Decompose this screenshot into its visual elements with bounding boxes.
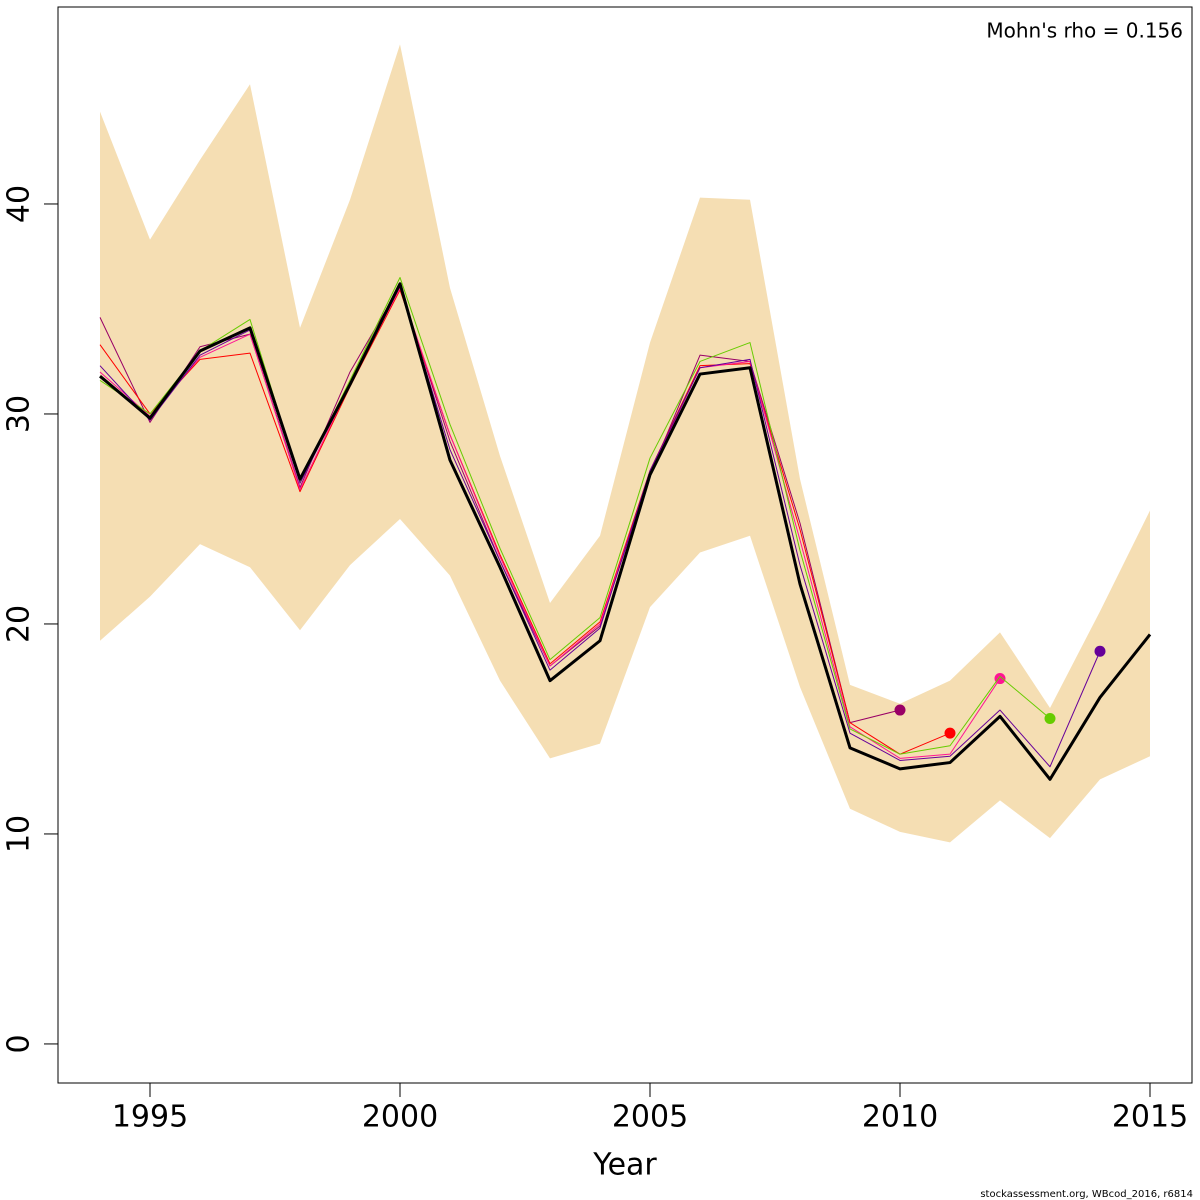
x-tick-label: 2000 — [362, 1100, 438, 1135]
series-line — [99, 276, 1051, 755]
end-marker — [944, 727, 956, 739]
footer: stockassessment.org, WBcod_2016, r6814 — [980, 1189, 1193, 1200]
confidence-band — [100, 44, 1150, 843]
x-tick-label: 1995 — [112, 1100, 188, 1135]
y-tick-label: 10 — [2, 815, 37, 853]
end-marker — [994, 673, 1006, 685]
x-tick-label: 2015 — [1112, 1100, 1188, 1135]
series-line — [99, 289, 951, 755]
series-line — [99, 282, 1152, 781]
x-tick-label: 2005 — [612, 1100, 688, 1135]
x-tick-label: 2010 — [862, 1100, 938, 1135]
annotation: Mohn's rho = 0.156 — [986, 19, 1183, 43]
y-tick-label: 0 — [2, 1034, 37, 1053]
y-tick-label: 40 — [2, 185, 37, 223]
end-marker — [894, 704, 906, 716]
y-tick-label: 20 — [2, 605, 37, 643]
end-marker — [1094, 645, 1106, 657]
end-marker — [1044, 712, 1056, 724]
plot-frame — [57, 6, 1193, 1084]
x-axis-label: Year — [592, 1148, 657, 1183]
y-tick-label: 30 — [2, 395, 37, 433]
series-line — [99, 287, 1001, 759]
